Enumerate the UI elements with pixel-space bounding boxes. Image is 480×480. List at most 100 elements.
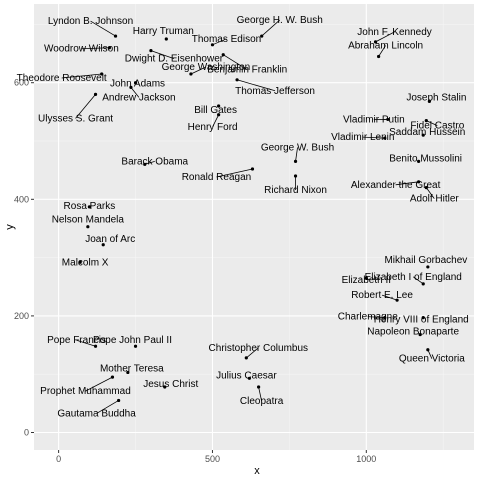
- data-point: [257, 385, 261, 389]
- point-label: Malcolm X: [62, 257, 109, 268]
- data-point: [217, 113, 221, 117]
- x-axis-ticks: 0 500 1000: [56, 450, 376, 464]
- data-point: [427, 99, 431, 103]
- label-connector: [258, 386, 263, 402]
- point-label: Abraham Lincoln: [348, 40, 423, 51]
- grid-minor: [34, 4, 474, 450]
- data-point: [247, 376, 251, 380]
- data-point: [235, 78, 239, 82]
- point-label: Benito Mussolini: [389, 153, 462, 164]
- y-axis-title: y: [4, 224, 16, 230]
- point-label: George W. Bush: [261, 142, 334, 153]
- data-point: [163, 385, 167, 389]
- x-tick-label: 1000: [356, 454, 376, 464]
- point-label: Adolf Hitler: [410, 194, 460, 205]
- point-label: Harry Truman: [133, 26, 194, 37]
- data-point: [117, 398, 121, 403]
- point-label: Dwight D. Eisenhower: [125, 54, 224, 65]
- point-label: Henry Ford: [188, 122, 238, 133]
- data-point: [426, 348, 430, 352]
- data-point: [143, 162, 147, 166]
- x-tick-label: 500: [205, 454, 220, 464]
- data-point: [93, 344, 98, 348]
- data-point: [364, 276, 368, 280]
- point-label: Elizabeth II: [342, 275, 391, 286]
- point-label: Fidel Castro: [410, 121, 464, 132]
- label-connector: [395, 181, 419, 186]
- data-point: [426, 265, 430, 269]
- label-connector: [75, 94, 96, 119]
- data-point: [107, 46, 111, 50]
- point-label: John Adams: [110, 79, 165, 90]
- label-connector: [367, 316, 385, 319]
- label-connector: [76, 339, 96, 347]
- data-point: [293, 159, 298, 164]
- label-connector: [61, 73, 102, 79]
- point-label: Vladimir Lenin: [331, 132, 394, 143]
- data-point: [86, 225, 90, 229]
- point-label: Woodrow Wilson: [44, 44, 119, 55]
- data-points: [78, 34, 431, 403]
- point-label: Joan of Arc: [85, 234, 135, 245]
- label-connector: [426, 120, 438, 126]
- data-point: [421, 133, 425, 137]
- label-connector: [144, 160, 155, 165]
- label-connector: [81, 47, 110, 50]
- point-label: Elizabeth I of England: [365, 272, 462, 283]
- y-tick-label: 0: [24, 428, 29, 438]
- point-label: Joseph Stalin: [406, 92, 466, 103]
- y-tick-label: 600: [14, 78, 29, 88]
- data-point: [244, 356, 248, 360]
- data-point: [87, 205, 91, 209]
- data-point: [373, 40, 378, 44]
- label-connector: [261, 19, 280, 37]
- data-point: [250, 167, 255, 171]
- point-label: Queen Victoria: [399, 354, 465, 365]
- data-point: [110, 375, 115, 379]
- point-label: Mikhail Gorbachev: [384, 255, 467, 266]
- label-connector: [212, 114, 219, 127]
- point-label: Theodore Roosevelt: [17, 73, 107, 84]
- point-label: Henry VIII of England: [374, 315, 469, 326]
- label-connector: [216, 168, 253, 178]
- point-label: Ulysses S. Grant: [38, 113, 113, 124]
- y-tick-label: 400: [14, 194, 29, 204]
- point-label: George Washington: [162, 62, 251, 73]
- point-label: Prophet Muhammad: [40, 386, 131, 397]
- point-label: Lyndon B. Johnson: [48, 16, 133, 27]
- point-label: Thomas Edison: [192, 34, 261, 45]
- point-label: Alexander the Great: [351, 180, 441, 191]
- data-point: [421, 282, 425, 286]
- label-connector: [427, 349, 433, 359]
- point-label: John F. Kennedy: [357, 27, 432, 38]
- x-axis-title: x: [254, 465, 260, 477]
- data-point: [100, 72, 104, 76]
- data-point: [293, 174, 298, 178]
- point-label: Vladimir Putin: [343, 114, 405, 125]
- label-connector: [90, 20, 116, 37]
- data-point: [383, 136, 387, 140]
- point-label: Napoleon Bonaparte: [367, 327, 459, 338]
- point-label: Saddam Hussein: [389, 127, 465, 138]
- data-point: [129, 85, 133, 89]
- label-connector: [381, 294, 398, 301]
- label-connector: [223, 54, 248, 71]
- data-point: [260, 34, 264, 38]
- label-connector: [96, 400, 119, 414]
- data-point: [210, 43, 215, 47]
- data-point: [164, 37, 168, 41]
- label-connector: [413, 276, 424, 285]
- label-connector: [246, 347, 259, 359]
- panel-background: [34, 4, 474, 450]
- label-connector: [150, 50, 175, 60]
- point-label: Ronald Reagan: [182, 172, 252, 183]
- data-point: [421, 316, 425, 320]
- data-point: [217, 104, 221, 108]
- point-label: Nelson Mandela: [52, 215, 125, 226]
- label-connector: [85, 376, 113, 392]
- point-label: Thomas Jefferson: [235, 86, 315, 97]
- point-label: Mother Teresa: [100, 363, 164, 374]
- point-label: Pope John Paul II: [93, 335, 172, 346]
